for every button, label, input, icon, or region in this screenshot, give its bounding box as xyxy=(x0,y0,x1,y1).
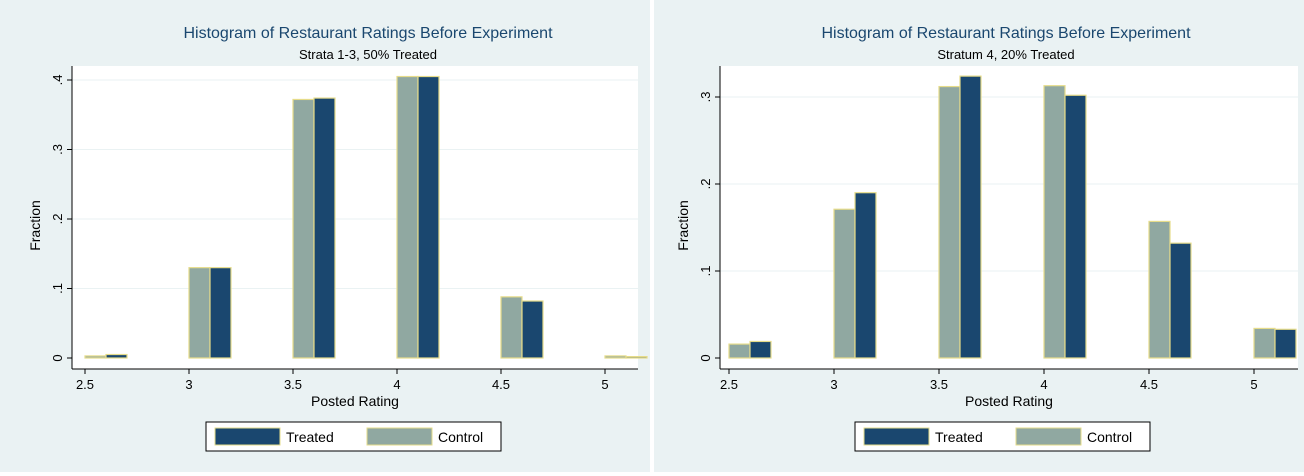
x-tick-label: 3.5 xyxy=(284,377,302,392)
chart-panel-stratum-4: 0 .1 .2 .3 2.5 3 3.5 4 4.5 5 Histogram of Restaura… xyxy=(654,0,1304,472)
y-tick-label: 0 xyxy=(698,354,713,361)
bar-treated xyxy=(625,356,648,359)
legend-swatch-control xyxy=(1015,427,1082,446)
bar-treated xyxy=(105,353,128,359)
bar-control xyxy=(833,208,856,359)
histogram-stratum-4: 0 .1 .2 .3 2.5 3 3.5 4 4.5 5 Histogram of Restaura… xyxy=(675,25,1298,452)
x-tick-label: 5 xyxy=(601,377,608,392)
bar-control xyxy=(292,98,315,359)
y-axis-label: Fraction xyxy=(27,200,43,251)
bar-treated xyxy=(1274,328,1297,359)
bar-treated xyxy=(313,97,336,359)
legend-label-control: Control xyxy=(438,429,483,445)
y-tick-label: .1 xyxy=(50,283,65,294)
bar-control xyxy=(396,75,419,359)
bar-control xyxy=(1253,327,1276,359)
legend-swatch-treated xyxy=(863,427,930,446)
legend-swatch-control xyxy=(366,427,433,446)
bar-treated xyxy=(521,300,544,359)
x-tick-label: 4 xyxy=(393,377,400,392)
x-tick-label: 3 xyxy=(185,377,192,392)
x-axis-label: Posted Rating xyxy=(311,393,399,409)
legend-label-treated: Treated xyxy=(286,429,334,445)
bar-treated xyxy=(417,75,440,359)
x-tick-label: 3 xyxy=(830,377,837,392)
chart-subtitle: Stratum 4, 20% Treated xyxy=(937,47,1074,62)
y-tick-label: .2 xyxy=(698,179,713,190)
chart-subtitle: Strata 1-3, 50% Treated xyxy=(299,47,437,62)
x-tick-label: 3.5 xyxy=(930,377,948,392)
bar-control xyxy=(938,85,961,359)
y-tick-label: .1 xyxy=(698,266,713,277)
x-tick-label: 2.5 xyxy=(76,377,94,392)
x-tick-label: 4 xyxy=(1040,377,1047,392)
bar-control xyxy=(1148,220,1171,359)
legend-swatch-treated xyxy=(214,427,281,446)
bar-treated xyxy=(749,340,772,359)
histogram-strata-1-3: 0 .1 .2 .3 .4 2.5 3 3.5 4 4.5 5 Histogram of Restau… xyxy=(27,25,648,452)
bar-control xyxy=(604,355,627,359)
legend-label-treated: Treated xyxy=(935,429,983,445)
y-tick-label: .4 xyxy=(50,75,65,86)
bar-treated xyxy=(854,192,877,359)
bar-control xyxy=(500,296,523,359)
bar-control xyxy=(1043,85,1066,359)
y-tick-label: .2 xyxy=(50,214,65,225)
y-axis-label: Fraction xyxy=(675,200,691,251)
bar-treated xyxy=(959,75,982,359)
chart-title: Histogram of Restaurant Ratings Before E… xyxy=(821,25,1191,42)
legend-label-control: Control xyxy=(1087,429,1132,445)
y-tick-label: .3 xyxy=(50,144,65,155)
x-axis-label: Posted Rating xyxy=(965,393,1053,409)
bar-treated xyxy=(1169,242,1192,359)
plot-area xyxy=(72,66,638,369)
bar-control xyxy=(84,355,107,359)
chart-panel-strata-1-3: 0 .1 .2 .3 .4 2.5 3 3.5 4 4.5 5 Histogram of Restau… xyxy=(0,0,650,472)
x-tick-label: 2.5 xyxy=(720,377,738,392)
chart-title: Histogram of Restaurant Ratings Before E… xyxy=(183,25,553,42)
y-tick-label: .3 xyxy=(698,92,713,103)
x-tick-label: 4.5 xyxy=(1140,377,1158,392)
y-tick-label: 0 xyxy=(50,354,65,361)
x-tick-label: 4.5 xyxy=(492,377,510,392)
x-tick-label: 5 xyxy=(1250,377,1257,392)
bar-control xyxy=(728,343,751,359)
bar-treated xyxy=(1064,94,1087,359)
bar-treated xyxy=(209,267,232,359)
plot-area xyxy=(720,66,1298,369)
bar-control xyxy=(188,267,211,359)
